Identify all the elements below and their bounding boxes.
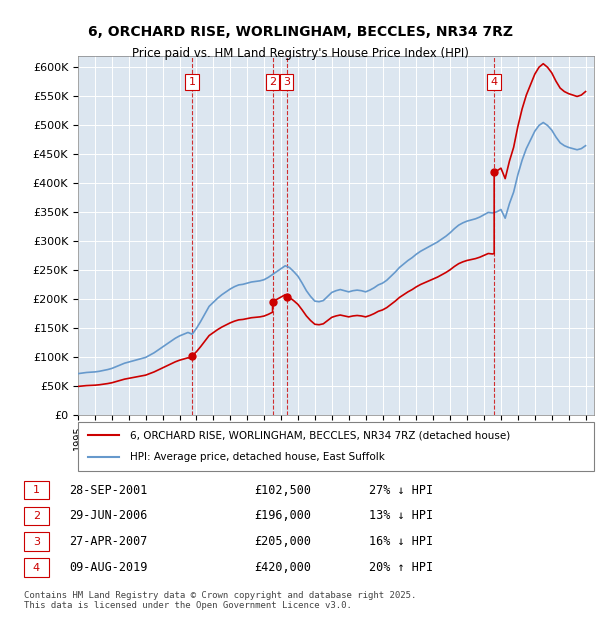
Text: 16% ↓ HPI: 16% ↓ HPI <box>369 536 433 548</box>
Text: 29-JUN-2006: 29-JUN-2006 <box>70 510 148 523</box>
Text: £196,000: £196,000 <box>254 510 311 523</box>
Text: 4: 4 <box>491 77 498 87</box>
Text: 1: 1 <box>33 485 40 495</box>
FancyBboxPatch shape <box>23 507 49 525</box>
FancyBboxPatch shape <box>23 480 49 500</box>
FancyBboxPatch shape <box>23 533 49 551</box>
Text: 13% ↓ HPI: 13% ↓ HPI <box>369 510 433 523</box>
Text: 3: 3 <box>283 77 290 87</box>
Text: Price paid vs. HM Land Registry's House Price Index (HPI): Price paid vs. HM Land Registry's House … <box>131 46 469 60</box>
Text: 2: 2 <box>33 511 40 521</box>
Text: HPI: Average price, detached house, East Suffolk: HPI: Average price, detached house, East… <box>130 453 385 463</box>
Text: 1: 1 <box>188 77 196 87</box>
FancyBboxPatch shape <box>23 559 49 577</box>
Text: £205,000: £205,000 <box>254 536 311 548</box>
Text: 6, ORCHARD RISE, WORLINGHAM, BECCLES, NR34 7RZ (detached house): 6, ORCHARD RISE, WORLINGHAM, BECCLES, NR… <box>130 430 510 440</box>
FancyBboxPatch shape <box>78 422 594 471</box>
Text: 4: 4 <box>33 563 40 573</box>
Text: £420,000: £420,000 <box>254 561 311 574</box>
Text: 2: 2 <box>269 77 276 87</box>
Text: Contains HM Land Registry data © Crown copyright and database right 2025.
This d: Contains HM Land Registry data © Crown c… <box>23 590 416 610</box>
Text: 27% ↓ HPI: 27% ↓ HPI <box>369 484 433 497</box>
Text: 28-SEP-2001: 28-SEP-2001 <box>70 484 148 497</box>
Text: 6, ORCHARD RISE, WORLINGHAM, BECCLES, NR34 7RZ: 6, ORCHARD RISE, WORLINGHAM, BECCLES, NR… <box>88 25 512 39</box>
Text: £102,500: £102,500 <box>254 484 311 497</box>
Text: 09-AUG-2019: 09-AUG-2019 <box>70 561 148 574</box>
Text: 27-APR-2007: 27-APR-2007 <box>70 536 148 548</box>
Text: 20% ↑ HPI: 20% ↑ HPI <box>369 561 433 574</box>
Text: 3: 3 <box>33 537 40 547</box>
